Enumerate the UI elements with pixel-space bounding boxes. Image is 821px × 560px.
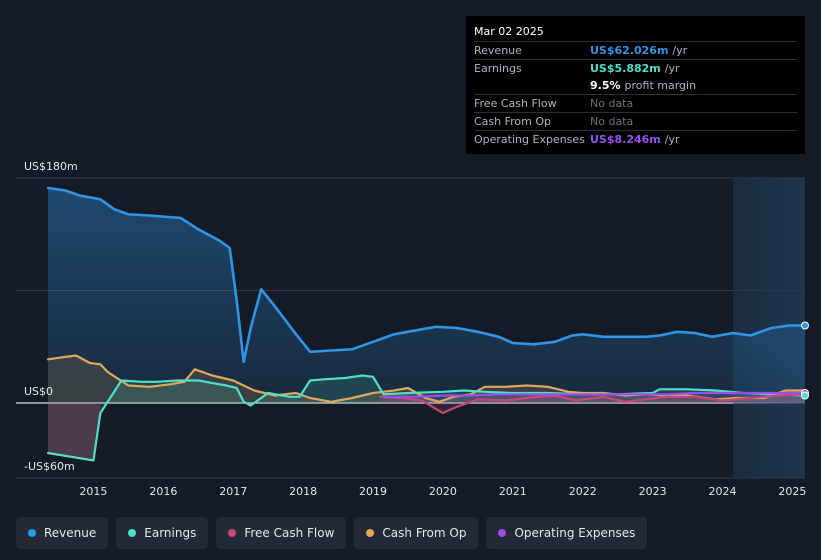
tooltip-date: Mar 02 2025 <box>474 25 544 38</box>
tooltip-revenue-label: Revenue <box>474 44 522 57</box>
tooltip-row-opex: Operating Expenses US$8.246m/yr <box>474 130 797 148</box>
y-tick-label: US$0 <box>24 385 53 398</box>
tooltip-earnings-label: Earnings <box>474 62 522 75</box>
series-endpoints <box>801 321 809 400</box>
revenue-area <box>48 188 805 403</box>
x-tick-label: 2018 <box>289 485 317 498</box>
tooltip-cfo-label: Cash From Op <box>474 115 552 128</box>
tooltip-revenue-value: US$62.026m <box>590 44 669 57</box>
tooltip-row-earnings: Earnings US$5.882m/yr <box>474 59 797 77</box>
tooltip-earnings-unit: /yr <box>664 62 680 75</box>
chart-tooltip: Mar 02 2025 Revenue US$62.026m/yr Earnin… <box>466 16 805 154</box>
x-tick-label: 2019 <box>359 485 387 498</box>
earnings-endpoint <box>801 391 809 400</box>
x-tick-label: 2017 <box>219 485 247 498</box>
opex-line <box>382 391 807 398</box>
chart-legend: Revenue Earnings Free Cash Flow Cash Fro… <box>16 517 648 549</box>
legend-opex-dot <box>498 529 507 537</box>
tooltip-opex-value: US$8.246m <box>590 133 661 146</box>
y-axis: US$180m US$0 -US$60m <box>24 160 78 473</box>
x-tick-label: 2022 <box>569 485 597 498</box>
revenue-line <box>46 186 807 364</box>
tooltip-row-margin: 9.5% profit margin <box>474 77 797 94</box>
legend-fcf-label: Free Cash Flow <box>244 526 335 540</box>
legend-opex-label: Operating Expenses <box>514 526 636 540</box>
y-tick-label: -US$60m <box>24 460 75 473</box>
tooltip-opex-label: Operating Expenses <box>474 133 585 146</box>
x-tick-label: 2024 <box>709 485 737 498</box>
fcf-area <box>380 394 805 413</box>
tooltip-fcf-value: No data <box>590 97 634 110</box>
tooltip-row-fcf: Free Cash Flow No data <box>474 94 797 112</box>
tooltip-margin-value: 9.5% <box>590 79 621 92</box>
tooltip-earnings-value: US$5.882m <box>590 62 661 75</box>
x-axis: 2015 2016 2017 2018 2019 2020 2021 2022 2023 2024… <box>79 485 806 498</box>
tooltip-opex-unit: /yr <box>664 133 680 146</box>
tooltip-margin-text: profit margin <box>624 79 697 92</box>
tooltip-row-revenue: Revenue US$62.026m/yr <box>474 41 797 59</box>
tooltip-cfo-value: No data <box>590 115 634 128</box>
legend-earnings-dot <box>128 529 137 537</box>
tooltip-fcf-label: Free Cash Flow <box>474 97 557 110</box>
legend-revenue-label: Revenue <box>44 526 97 540</box>
earnings-line <box>46 374 807 462</box>
legend-cfo-label: Cash From Op <box>382 526 467 540</box>
legend-cash-from-op[interactable]: Cash From Op <box>354 517 479 549</box>
series-lines <box>46 186 807 462</box>
fcf-line <box>378 393 807 415</box>
x-tick-label: 2020 <box>429 485 457 498</box>
x-tick-label: 2025 <box>778 485 806 498</box>
legend-fcf-dot <box>228 529 237 537</box>
y-tick-label: US$180m <box>24 160 78 173</box>
legend-revenue-dot <box>28 529 36 537</box>
legend-revenue[interactable]: Revenue <box>16 517 109 549</box>
legend-operating-expenses[interactable]: Operating Expenses <box>486 517 648 549</box>
earnings-negative-area <box>48 403 101 461</box>
x-tick-label: 2015 <box>79 485 107 498</box>
legend-cfo-dot <box>366 529 375 537</box>
legend-earnings[interactable]: Earnings <box>116 517 209 549</box>
x-tick-label: 2016 <box>149 485 177 498</box>
legend-free-cash-flow[interactable]: Free Cash Flow <box>216 517 347 549</box>
tooltip-revenue-unit: /yr <box>672 44 688 57</box>
legend-earnings-label: Earnings <box>144 526 197 540</box>
earnings-area <box>48 375 805 461</box>
x-tick-label: 2021 <box>499 485 527 498</box>
tooltip-row-cfo: Cash From Op No data <box>474 112 797 130</box>
series-areas <box>48 188 805 461</box>
revenue-endpoint <box>801 321 809 330</box>
x-tick-label: 2023 <box>639 485 667 498</box>
